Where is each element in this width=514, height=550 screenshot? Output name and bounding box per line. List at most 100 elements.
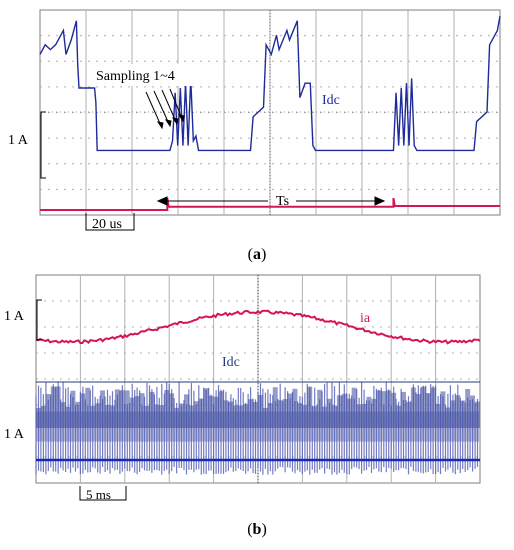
panel-b-idc-dense [110,405,115,428]
panel-b-idc-dense [40,405,46,428]
panel-a-period-label: Ts [276,194,289,209]
panel-b-idc-dense [70,390,76,428]
panel-b-idc-dense [401,391,406,428]
panel-b-idc-dense [213,396,219,428]
panel-b-idc-dense [193,401,199,428]
panel-b-idc-dense [90,405,96,428]
panel-b-idc-dense [36,407,41,428]
panel-b-idc-dense [238,405,244,428]
panel-b-idc-dense [435,403,441,428]
panel-a-pink-series-line [40,197,500,211]
panel-b-idc-dense [223,400,229,428]
panel-b-idc-dense [450,400,456,428]
panel-b-idc-dense [420,386,426,428]
panel-b-idc-dense [253,402,258,428]
panel-b-idc-dense [100,390,105,428]
panel-b-idc-dense [60,402,66,428]
panel-b-idc-dense [119,390,125,428]
panel-b-idc-dense [272,387,278,428]
panel-b-idc-dense [233,405,239,428]
panel-b-idc-dense [159,405,165,428]
panel-b-time-scale-bar [79,486,127,501]
panel-a-time-scale-bar [85,213,135,231]
panel-b-idc-dense [65,406,71,428]
panel-b-idc-dense [406,401,411,428]
panel-b-idc-dense [105,405,110,428]
panel-b-idc-dense [440,391,446,428]
panel-b-idc-dense [75,401,81,428]
panel-b-idc-dense [188,405,194,428]
panel-b-idc-dense [164,390,170,428]
panel-b-idc-dense [134,396,140,428]
panel-b-idc-dense [174,407,179,428]
panel-b-idc-dense [154,404,160,428]
panel-b-idc-dense [198,398,204,428]
panel-b-idc-dense [95,403,101,428]
panel-b-idc-dense [455,395,461,428]
panel-b-idc-dense [410,387,416,428]
panel-b-idc-dense [425,393,431,428]
panel-b-idc-dense [262,407,268,428]
panel-b-idc-dense [277,400,283,428]
panel-b-idc-dense [341,393,347,428]
panel-b-idc-label: Idc [222,355,240,370]
panel-b-idc-dense [218,391,224,428]
panel-b-idc-dense [336,395,342,428]
panel-b-idc-dense [351,387,357,428]
panel-b-idc-dense [415,394,421,428]
panel-b-idc-dense [139,393,145,428]
panel-a-annotation-bg [92,64,204,86]
panel-a-caption: (a) [247,246,267,263]
panel-a-scale-bracket [40,111,46,179]
panel-b-scale-label-top: 1 A [4,309,25,324]
panel-b-idc-dense [208,395,214,428]
panel-b-idc-dense [114,389,120,428]
panel-b-idc-dense [381,391,387,428]
panel-b-idc-dense [396,405,401,428]
panel-b-idc-dense [475,401,480,428]
panel-b-idc-dense [80,393,86,428]
panel-b-idc-dense [312,406,318,428]
panel-b-idc-dense [356,404,362,428]
panel-b-idc-dense [169,393,175,428]
panel-b-idc-dense [327,398,332,428]
panel-b-idc-dense [445,407,451,428]
panel-b-idc-dense [50,386,56,428]
panel-b-idc-dense [302,404,308,428]
panel-b-idc-dense [282,399,288,428]
panel-b-idc-dense [144,405,150,428]
panel-b-idc-dense [85,387,91,428]
panel-b-caption: (b) [247,521,267,538]
panel-b-idc-dense [430,387,436,428]
panel-b-idc-dense [228,401,234,428]
panel-b-idc-dense [366,396,372,428]
panel-b-idc-dense [460,400,466,428]
panel-b-idc-dense [386,390,392,428]
panel-b-idc-dense [129,397,135,428]
panel-b-caption-label: b [252,521,262,538]
panel-b-idc-dense [376,390,382,428]
panel-b-idc-dense [361,403,367,428]
panel-a-idc-series-line [39,15,501,152]
panel-b-idc-dense [465,389,471,428]
panel-b-idc-dense [346,398,352,428]
panel-a-scale-label: 1 A [8,133,29,148]
panel-b-idc-dense [45,394,51,428]
panel-b-ia-label: ia [360,311,371,326]
panel-b-idc-dense [297,403,303,428]
panel-a-period-arrow [156,196,386,206]
panel-b-idc-dense [391,392,397,428]
panel-a-annotation: Sampling 1~4 [96,69,175,84]
panel-b-idc-dense [248,399,253,428]
panel-a-caption-label: a [253,246,261,263]
panel-b-idc-dense [149,391,155,428]
panel-b-idc-dense [179,403,184,428]
panel-b-idc-dense [203,388,209,428]
panel-b-ia-series-line [35,309,481,345]
panel-b-scale-label-bottom: 1 A [4,427,25,442]
panel-b-idc-dense [258,395,263,428]
panel-b-time-scale-label: 5 ms [86,487,111,502]
panel-b-scale-bracket-top [36,299,42,341]
panel-b-idc-dense [322,406,327,428]
